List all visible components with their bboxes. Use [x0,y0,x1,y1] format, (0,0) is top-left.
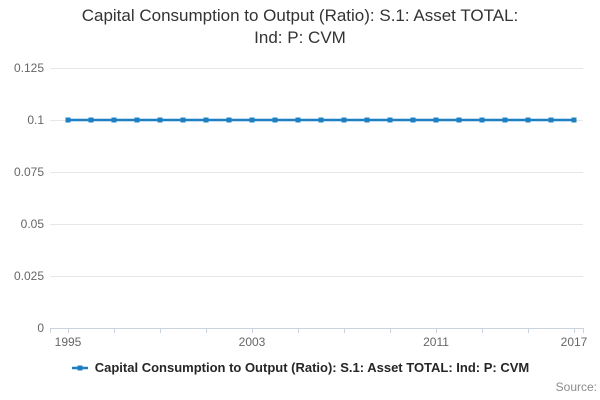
x-tick-label: 2003 [239,335,266,349]
series-marker [295,117,301,123]
series-marker [88,117,94,123]
legend-line-marker-icon [71,365,88,371]
y-tick-label: 0.125 [14,61,44,75]
plot-area: 0 0.025 0.05 0.075 0.1 0.125 1995 2003 2011 2017 [14,61,588,349]
y-tick-label: 0.025 [14,269,44,283]
series-marker [525,117,531,123]
y-tick-label: 0.05 [21,217,45,231]
series-marker [364,117,370,123]
series-marker [502,117,508,123]
series-marker [548,117,554,123]
series-marker [387,117,393,123]
y-tick-label: 0 [37,321,44,335]
series-marker [318,117,324,123]
x-tick-label: 1995 [55,335,82,349]
series-marker [410,117,416,123]
series-marker [433,117,439,123]
series-marker [249,117,255,123]
x-tick-label: 2017 [561,335,588,349]
series-marker [65,117,71,123]
legend-label: Capital Consumption to Output (Ratio): S… [94,360,530,375]
series-marker [134,117,140,123]
chart-title: Capital Consumption to Output (Ratio): S… [0,5,600,49]
series-marker [203,117,209,123]
series-marker [272,117,278,123]
legend-item[interactable]: Capital Consumption to Output (Ratio): S… [0,360,600,376]
series-marker [341,117,347,123]
x-tick-label: 2011 [423,335,449,349]
series-marker [571,117,577,123]
series-marker [226,117,232,123]
y-tick-label: 0.075 [14,165,44,179]
source-label: Source: [555,380,597,394]
series-marker [456,117,462,123]
series-marker [479,117,485,123]
series-marker [111,117,117,123]
series-marker [157,117,163,123]
y-tick-label: 0.1 [27,113,44,127]
series-marker [180,117,186,123]
chart-title-text: Capital Consumption to Output (Ratio): S… [81,6,519,47]
